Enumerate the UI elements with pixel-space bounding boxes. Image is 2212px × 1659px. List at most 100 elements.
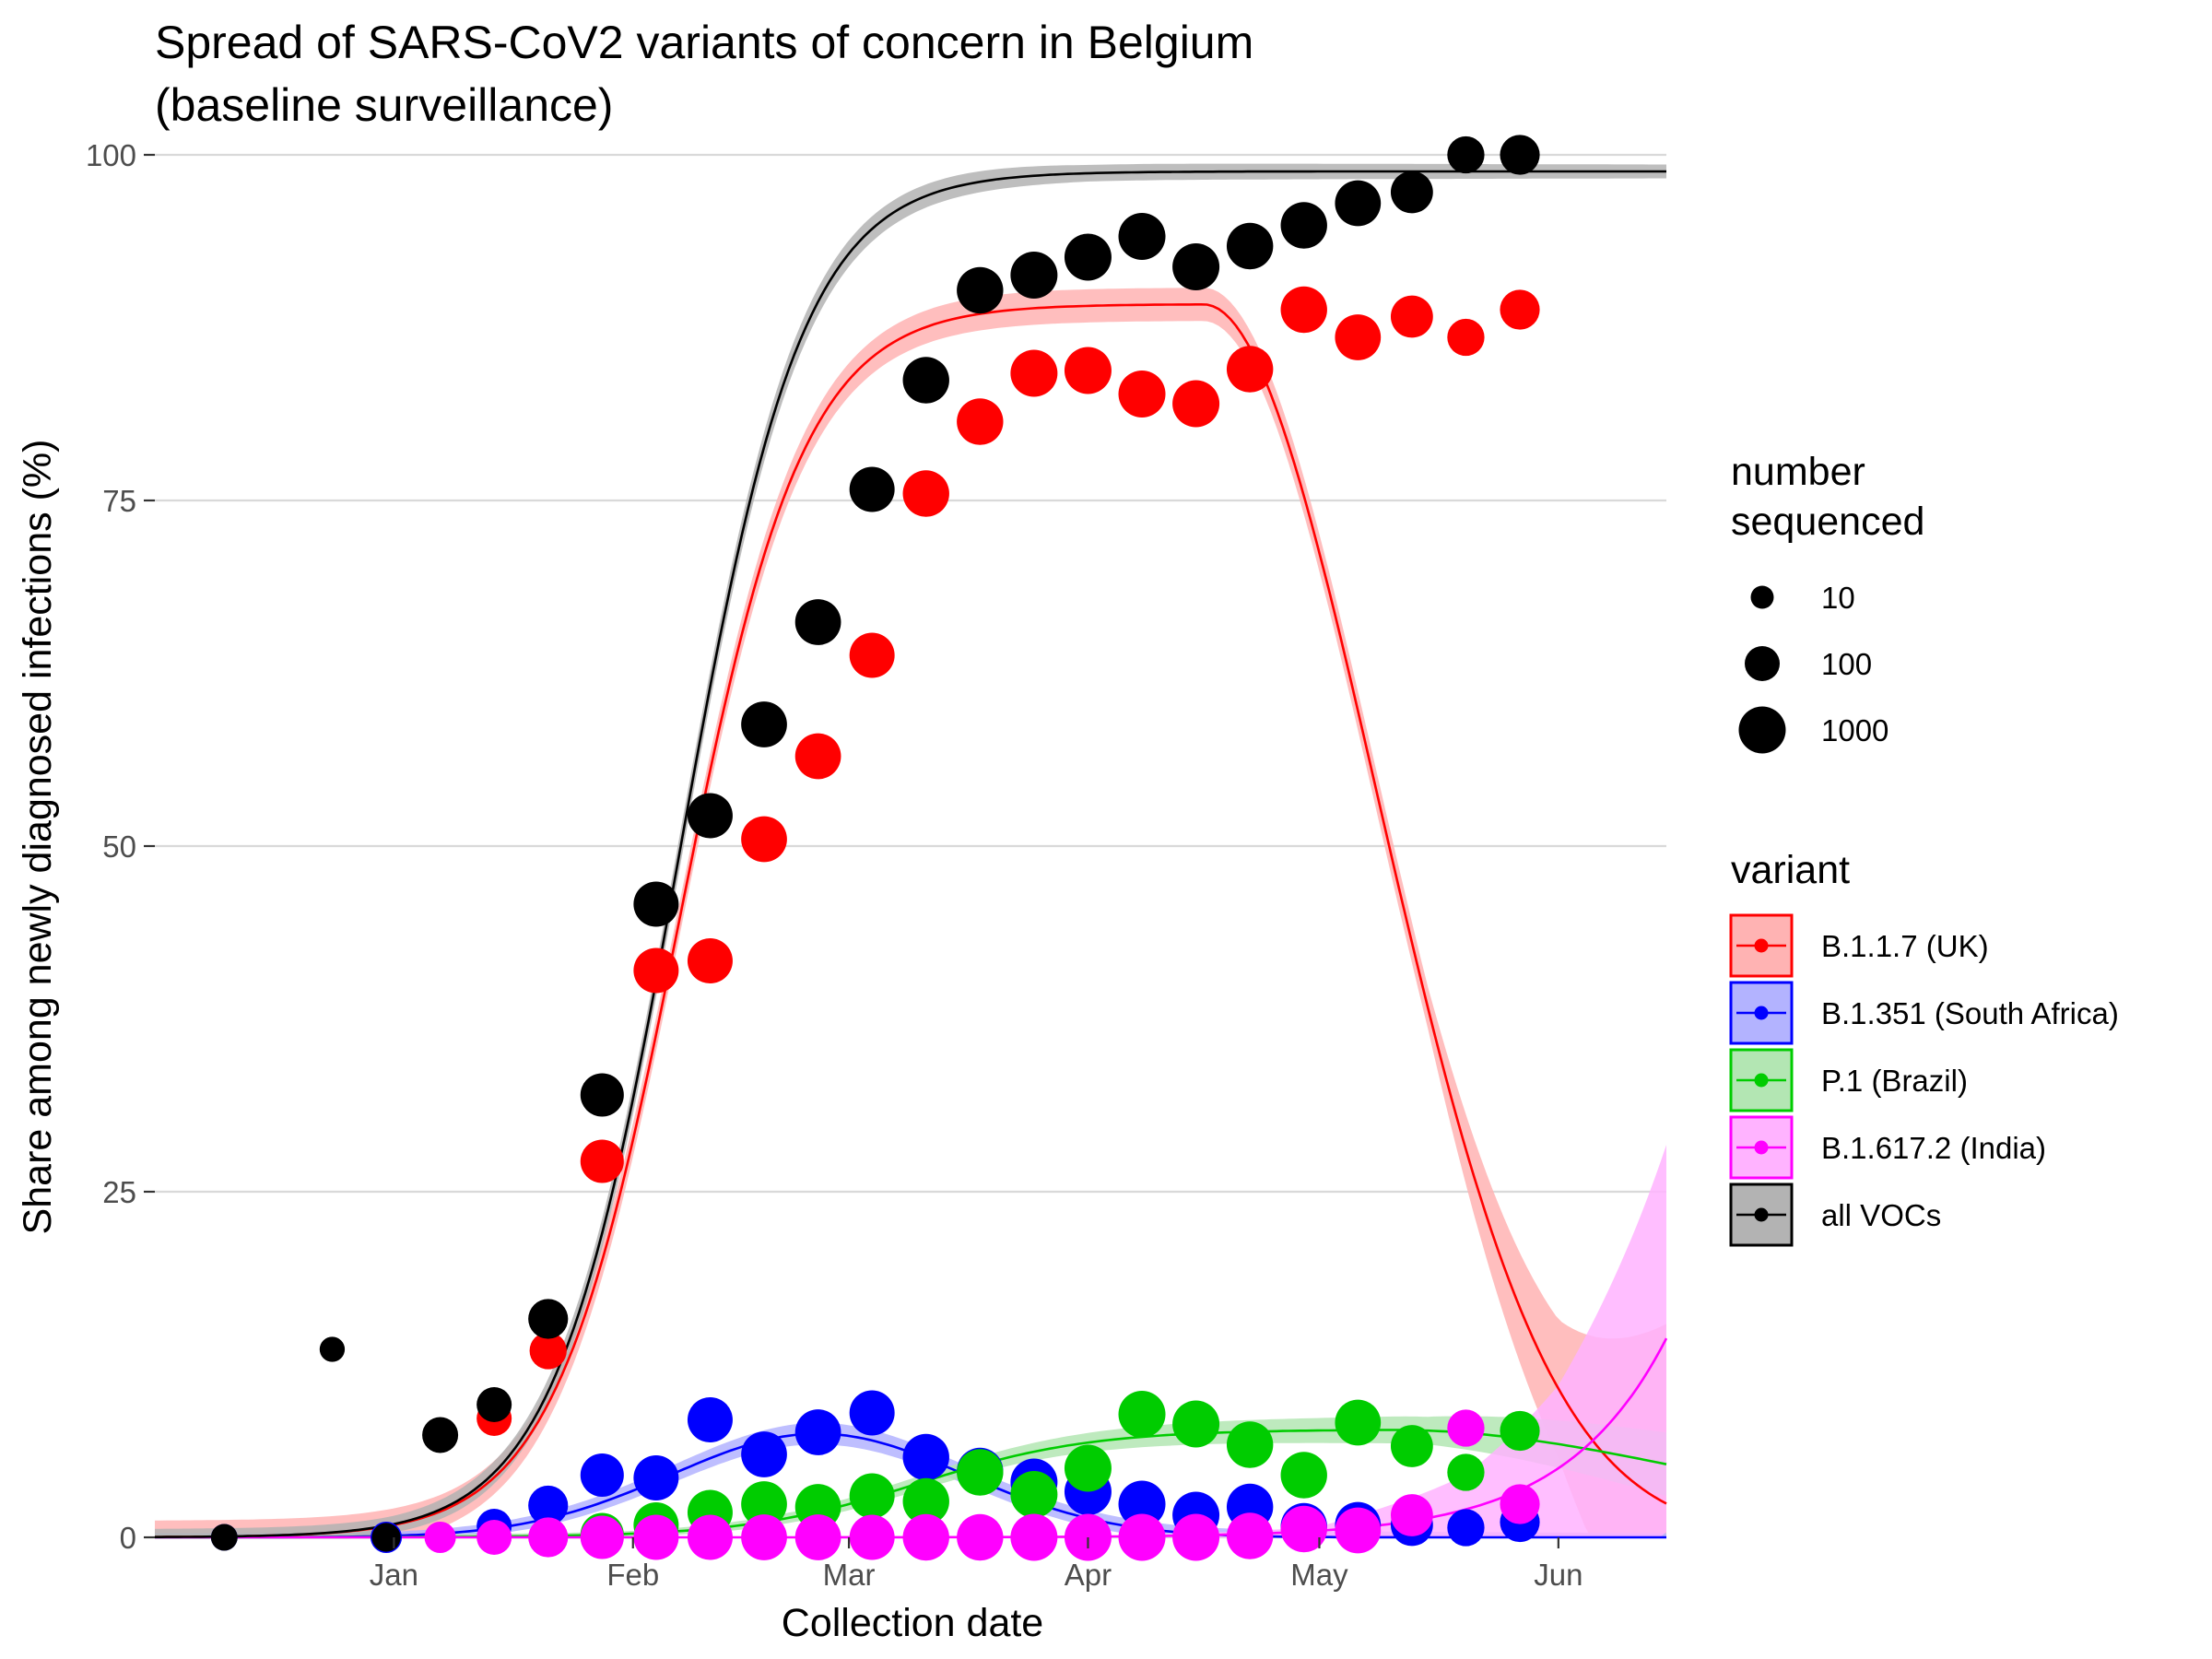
series-2-point-7 xyxy=(957,1449,1004,1496)
x-axis: Jan Feb Mar Apr May Jun xyxy=(370,1537,1583,1592)
series-0-point-7 xyxy=(849,632,895,678)
series-3-point-9 xyxy=(902,1513,949,1561)
series-2-point-14 xyxy=(1335,1399,1382,1446)
size-legend-label-100: 100 xyxy=(1821,647,1872,681)
variant-legend-label-2: P.1 (Brazil) xyxy=(1821,1064,1968,1098)
series-2-point-8 xyxy=(1010,1471,1058,1518)
series-0-point-8 xyxy=(902,470,949,517)
series-4-point-22 xyxy=(1447,135,1485,174)
x-tick-label-May: May xyxy=(1290,1558,1348,1592)
series-3-point-18 xyxy=(1390,1494,1433,1536)
series-4-point-10 xyxy=(794,599,841,645)
series-0-point-16 xyxy=(1335,314,1382,360)
series-3-point-2 xyxy=(528,1517,569,1558)
series-0-point-19 xyxy=(1500,289,1540,330)
series-3-point-14 xyxy=(1172,1513,1220,1561)
series-0-point-12 xyxy=(1118,371,1166,418)
series-3-point-19 xyxy=(1447,1409,1485,1447)
variant-legend-label-4: all VOCs xyxy=(1821,1198,1941,1232)
series-3-point-17 xyxy=(1335,1507,1382,1554)
series-0-point-10 xyxy=(1010,349,1058,397)
series-3-point-0 xyxy=(424,1521,456,1554)
series-2-point-11 xyxy=(1172,1400,1220,1448)
series-4-point-4 xyxy=(477,1387,512,1422)
size-legend: number sequenced 10 100 1000 xyxy=(1731,450,1924,754)
series-4-point-12 xyxy=(902,357,949,404)
series-2-point-12 xyxy=(1226,1421,1274,1468)
series-0-point-4 xyxy=(687,938,733,983)
size-legend-key-10 xyxy=(1750,585,1774,609)
series-3-point-16 xyxy=(1280,1505,1327,1553)
x-tick-label-Apr: Apr xyxy=(1065,1558,1112,1592)
series-0-point-17 xyxy=(1390,295,1433,338)
series-3-point-10 xyxy=(957,1513,1004,1561)
size-legend-key-1000 xyxy=(1738,706,1786,754)
series-1-point-5 xyxy=(633,1455,679,1500)
data-points xyxy=(210,135,1540,1561)
size-legend-title-line2: sequenced xyxy=(1731,500,1924,544)
variant-legend-key-dot-3 xyxy=(1754,1140,1769,1155)
series-0-point-3 xyxy=(633,947,679,994)
series-4-point-1 xyxy=(319,1336,346,1362)
series-2-point-3 xyxy=(741,1481,787,1527)
size-legend-key-100 xyxy=(1745,646,1780,681)
series-2-point-17 xyxy=(1500,1410,1540,1452)
series-0-point-13 xyxy=(1172,380,1220,428)
series-3-point-6 xyxy=(741,1514,787,1560)
series-3-point-5 xyxy=(687,1514,733,1560)
size-legend-label-1000: 1000 xyxy=(1821,713,1888,747)
variant-legend: variant B.1.1.7 (UK) B.1.351 (South Afric… xyxy=(1729,848,2119,1247)
y-tick-label-0: 0 xyxy=(120,1521,136,1555)
series-3-point-7 xyxy=(794,1514,841,1560)
series-1-point-14 xyxy=(1118,1480,1166,1528)
y-axis: 0 25 50 75 100 xyxy=(86,138,155,1555)
series-2-point-15 xyxy=(1390,1425,1433,1467)
series-1-point-20 xyxy=(1447,1509,1485,1547)
series-4-point-18 xyxy=(1226,222,1274,270)
series-4-point-9 xyxy=(741,701,787,747)
series-0-point-9 xyxy=(957,398,1004,445)
series-0-point-1 xyxy=(529,1332,567,1370)
y-tick-label-100: 100 xyxy=(86,138,136,172)
series-2-point-6 xyxy=(902,1477,949,1525)
variant-legend-label-3: B.1.617.2 (India) xyxy=(1821,1131,2046,1165)
x-tick-label-Feb: Feb xyxy=(606,1558,659,1592)
series-4-point-23 xyxy=(1500,135,1540,175)
series-1-point-4 xyxy=(580,1453,624,1498)
series-0-point-2 xyxy=(580,1139,624,1183)
series-3-point-8 xyxy=(849,1514,895,1560)
series-1-point-6 xyxy=(687,1397,733,1442)
series-0-point-18 xyxy=(1447,318,1485,357)
variant-legend-key-dot-4 xyxy=(1754,1207,1769,1222)
x-tick-label-Jun: Jun xyxy=(1534,1558,1583,1592)
series-4-point-5 xyxy=(528,1299,569,1339)
y-axis-label: Share among newly diagnosed infections (… xyxy=(16,440,60,1235)
series-1-point-7 xyxy=(741,1431,787,1477)
series-4-point-6 xyxy=(580,1073,624,1117)
series-4-point-14 xyxy=(1010,252,1058,299)
chart-subtitle: (baseline surveillance) xyxy=(155,79,613,131)
variant-legend-label-1: B.1.351 (South Africa) xyxy=(1821,996,2119,1030)
variant-legend-title: variant xyxy=(1731,848,1850,892)
series-3-point-3 xyxy=(580,1515,624,1559)
series-3-point-20 xyxy=(1500,1484,1540,1524)
series-3-point-4 xyxy=(633,1514,679,1560)
series-0-point-5 xyxy=(741,816,787,863)
series-4-point-0 xyxy=(210,1524,238,1551)
chart-title: Spread of SARS-CoV2 variants of concern … xyxy=(155,17,1253,68)
series-1-point-3 xyxy=(528,1485,569,1526)
y-tick-label-75: 75 xyxy=(102,484,136,518)
variant-legend-key-dot-0 xyxy=(1754,938,1769,953)
series-2-point-5 xyxy=(849,1473,895,1519)
size-legend-title-line1: number xyxy=(1731,450,1865,494)
y-tick-label-50: 50 xyxy=(102,830,136,864)
series-2-point-13 xyxy=(1280,1452,1327,1499)
series-3-point-13 xyxy=(1118,1513,1166,1561)
x-axis-label: Collection date xyxy=(782,1601,1043,1645)
series-4-point-2 xyxy=(371,1523,401,1552)
x-tick-label-Jan: Jan xyxy=(370,1558,418,1592)
series-2-point-16 xyxy=(1447,1453,1485,1491)
series-3-point-11 xyxy=(1010,1513,1058,1561)
series-1-point-10 xyxy=(902,1433,949,1481)
